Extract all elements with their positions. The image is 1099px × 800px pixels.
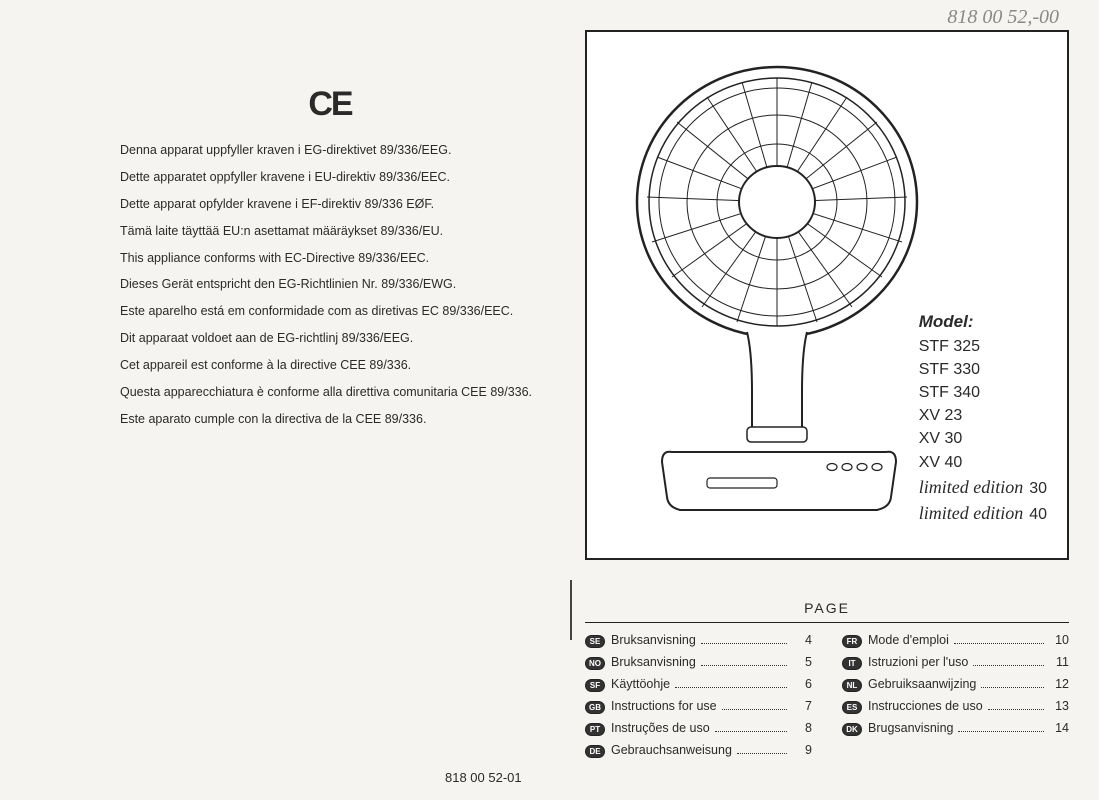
toc-entry: GBInstructions for use7 [585, 699, 812, 714]
conformity-line: Dieses Gerät entspricht den EG-Richtlini… [120, 276, 540, 293]
conformity-line: Questa apparecchiatura è conforme alla d… [120, 384, 540, 401]
document-page: 818 00 52,-00 CE Denna apparat uppfyller… [0, 0, 1099, 800]
country-badge: SE [585, 635, 605, 648]
country-badge: GB [585, 701, 605, 714]
model-list: Model: STF 325 STF 330 STF 340 XV 23 XV … [919, 310, 1047, 526]
country-badge: PT [585, 723, 605, 736]
model-item: XV 30 [919, 427, 1047, 450]
limited-edition-item: limited edition30 [919, 474, 1047, 500]
limited-edition-item: limited edition40 [919, 500, 1047, 526]
country-badge: NL [842, 679, 862, 692]
country-badge: DK [842, 723, 862, 736]
conformity-line: Tämä laite täyttää EU:n asettamat määräy… [120, 223, 540, 240]
conformity-line: Denna apparat uppfyller kraven i EG-dire… [120, 142, 540, 159]
toc-column-left: SEBruksanvisning4 NOBruksanvisning5 SFKä… [585, 633, 812, 765]
model-item: STF 325 [919, 335, 1047, 358]
model-item: STF 340 [919, 381, 1047, 404]
ce-mark: CE [120, 85, 540, 124]
page-fold [570, 580, 572, 640]
conformity-line: Este aparelho está em conformidade com a… [120, 303, 540, 320]
conformity-line: Dette apparat opfylder kravene i EF-dire… [120, 196, 540, 213]
toc-entry: DKBrugsanvisning14 [842, 721, 1069, 736]
toc-entry: SEBruksanvisning4 [585, 633, 812, 648]
fan-illustration [612, 52, 932, 532]
toc-entry: NLGebruiksaanwijzing12 [842, 677, 1069, 692]
conformity-line: This appliance conforms with EC-Directiv… [120, 250, 540, 267]
toc-entry: SFKäyttöohje6 [585, 677, 812, 692]
document-number: 818 00 52-01 [445, 770, 522, 785]
model-item: XV 23 [919, 404, 1047, 427]
conformity-line: Dette apparatet oppfyller kravene i EU-d… [120, 169, 540, 186]
toc-entry: ITIstruzioni per l'uso11 [842, 655, 1069, 670]
product-illustration-box: Model: STF 325 STF 330 STF 340 XV 23 XV … [585, 30, 1069, 560]
country-badge: ES [842, 701, 862, 714]
toc-heading: PAGE [585, 600, 1069, 616]
country-badge: IT [842, 657, 862, 670]
conformity-statements: Denna apparat uppfyller kraven i EG-dire… [120, 142, 540, 428]
conformity-line: Cet appareil est conforme à la directive… [120, 357, 540, 374]
table-of-contents: PAGE SEBruksanvisning4 NOBruksanvisning5… [585, 600, 1069, 765]
model-label: Model: [919, 310, 1047, 335]
toc-entry: DEGebrauchsanweisung9 [585, 743, 812, 758]
toc-entry: NOBruksanvisning5 [585, 655, 812, 670]
country-badge: NO [585, 657, 605, 670]
handwritten-code: 818 00 52,-00 [947, 6, 1059, 29]
toc-column-right: FRMode d'emploi10 ITIstruzioni per l'uso… [842, 633, 1069, 765]
toc-entry: PTInstruções de uso8 [585, 721, 812, 736]
left-column: CE Denna apparat uppfyller kraven i EG-d… [120, 85, 540, 438]
country-badge: FR [842, 635, 862, 648]
conformity-line: Este aparato cumple con la directiva de … [120, 411, 540, 428]
conformity-line: Dit apparaat voldoet aan de EG-richtlinj… [120, 330, 540, 347]
toc-entry: ESInstrucciones de uso13 [842, 699, 1069, 714]
toc-entry: FRMode d'emploi10 [842, 633, 1069, 648]
toc-divider [585, 622, 1069, 623]
model-item: XV 40 [919, 451, 1047, 474]
country-badge: SF [585, 679, 605, 692]
model-item: STF 330 [919, 358, 1047, 381]
country-badge: DE [585, 745, 605, 758]
